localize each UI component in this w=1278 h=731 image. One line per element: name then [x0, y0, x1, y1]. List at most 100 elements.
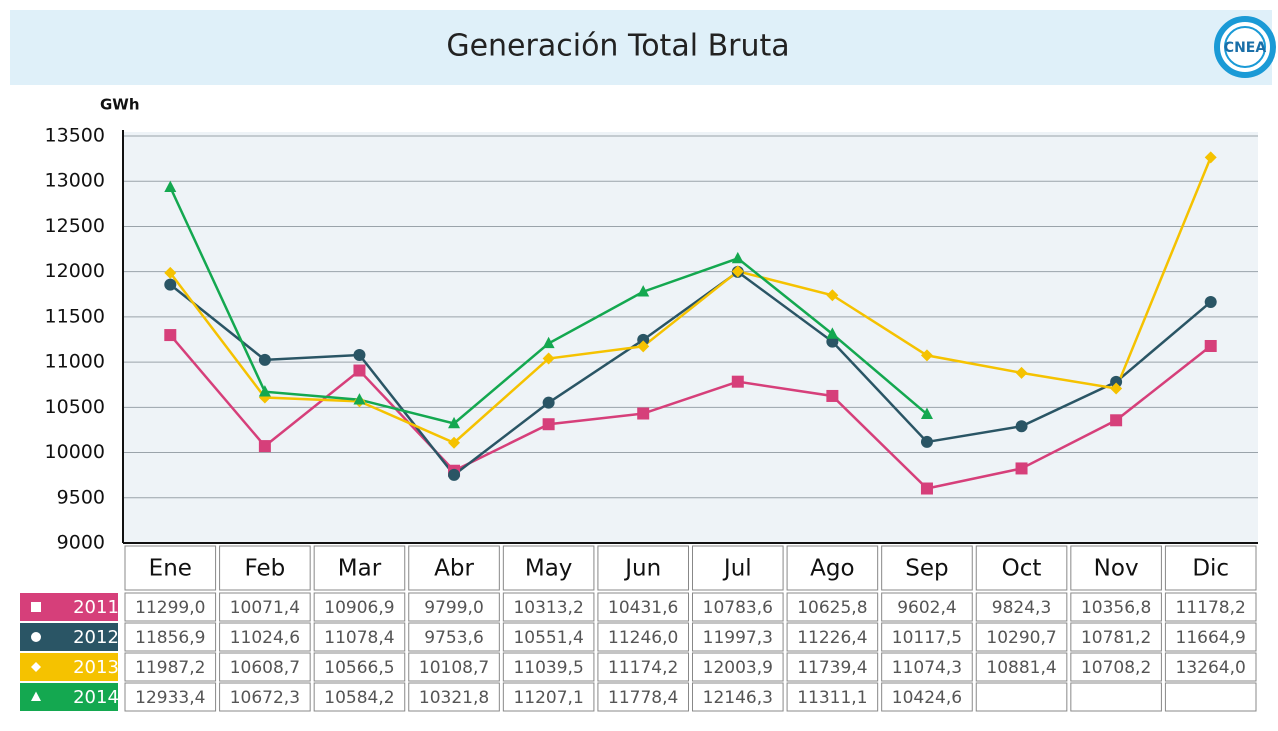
marker [542, 418, 555, 431]
table-value: 9753,6 [424, 628, 483, 648]
table-value: 11226,4 [797, 628, 867, 648]
table-cell [219, 592, 311, 622]
table-cell [597, 682, 690, 712]
marker [448, 436, 461, 449]
table-value: 10551,4 [513, 628, 583, 648]
table-cell [1070, 652, 1162, 682]
marker [920, 482, 933, 495]
legend-label: 2013 [73, 657, 119, 678]
marker [920, 435, 933, 448]
marker [31, 691, 41, 701]
marker [353, 364, 366, 377]
table-header-cell [313, 545, 406, 591]
table-header-cell [1164, 545, 1257, 591]
table-cell [881, 622, 973, 652]
table-value: 11739,4 [797, 658, 867, 678]
marker [258, 385, 271, 397]
marker [542, 336, 555, 349]
marker [542, 352, 555, 365]
table-value: 10781,2 [1081, 628, 1151, 648]
table-value: 10356,8 [1081, 598, 1151, 618]
y-tick-label: 11000 [45, 351, 105, 373]
table-value: 11299,0 [135, 598, 205, 618]
table-value: 10625,8 [797, 598, 867, 618]
marker [637, 407, 650, 420]
legend-label: 2012 [73, 627, 119, 648]
table-header-cell [786, 545, 879, 591]
table-value: 10321,8 [419, 688, 489, 708]
table-value: 11997,3 [703, 628, 773, 648]
table-value: 11664,9 [1176, 628, 1246, 648]
marker [637, 333, 650, 346]
table-value: 10424,6 [892, 688, 962, 708]
marker [542, 396, 555, 409]
table-value: 13264,0 [1176, 658, 1246, 678]
marker [353, 393, 366, 405]
y-tick-label: 10000 [45, 441, 105, 463]
table-cell [881, 652, 973, 682]
x-tick-label: May [525, 556, 573, 582]
table-cell [408, 652, 500, 682]
table-value: 11039,5 [513, 658, 583, 678]
table-header-cell [975, 545, 1068, 591]
marker [164, 278, 177, 291]
table-cell [692, 622, 784, 652]
series-line [169, 270, 1212, 477]
x-tick-label: Mar [338, 556, 382, 582]
table-value: 9799,0 [424, 598, 483, 618]
table-value: 10108,7 [419, 658, 489, 678]
table-cell [975, 622, 1068, 652]
marker [920, 407, 933, 419]
marker [1204, 295, 1217, 308]
x-tick-label: Dic [1192, 556, 1229, 582]
marker [637, 340, 650, 353]
table-cell [1164, 652, 1257, 682]
series-line [169, 156, 1212, 445]
table-value: 10290,7 [986, 628, 1056, 648]
table-value: 9602,4 [897, 598, 956, 618]
marker [1015, 366, 1028, 379]
series-line [169, 334, 1212, 490]
marker [1204, 151, 1217, 164]
table-value: 10071,4 [230, 598, 300, 618]
table-value: 10566,5 [324, 658, 394, 678]
table-value: 11178,2 [1176, 598, 1246, 618]
table-cell [408, 592, 500, 622]
table-cell [124, 652, 217, 682]
marker [31, 632, 41, 642]
table-value: 9824,3 [992, 598, 1051, 618]
table-cell [219, 682, 311, 712]
table-value: 11311,1 [797, 688, 867, 708]
marker [920, 349, 933, 362]
marker [826, 327, 839, 339]
marker [1110, 375, 1123, 388]
table-value: 11174,2 [608, 658, 678, 678]
table-value: 12146,3 [703, 688, 773, 708]
table-value: 10783,6 [703, 598, 773, 618]
table-cell [124, 682, 217, 712]
x-tick-label: Nov [1094, 556, 1139, 582]
table-cell [313, 682, 406, 712]
x-tick-label: Ene [149, 556, 192, 582]
table-cell [408, 682, 500, 712]
table-header-cell [1070, 545, 1162, 591]
logo: CNEA [1214, 16, 1276, 78]
logo-text: CNEA [1224, 40, 1267, 56]
legend-label: 2014 [73, 687, 119, 708]
table-cell [313, 652, 406, 682]
marker [637, 285, 650, 297]
marker [731, 265, 744, 278]
y-tick-label: 9000 [57, 532, 105, 554]
table-value: 11987,2 [135, 658, 205, 678]
table-value: 10708,2 [1081, 658, 1151, 678]
table-header-cell [219, 545, 311, 591]
table-cell [692, 592, 784, 622]
table-cell [502, 592, 595, 622]
table-cell [597, 652, 690, 682]
plot-area [123, 132, 1258, 543]
table-value: 10584,2 [324, 688, 394, 708]
title-band [10, 10, 1272, 85]
y-tick-label: 11500 [45, 305, 105, 327]
x-tick-label: Jun [623, 556, 661, 582]
table-cell [692, 682, 784, 712]
